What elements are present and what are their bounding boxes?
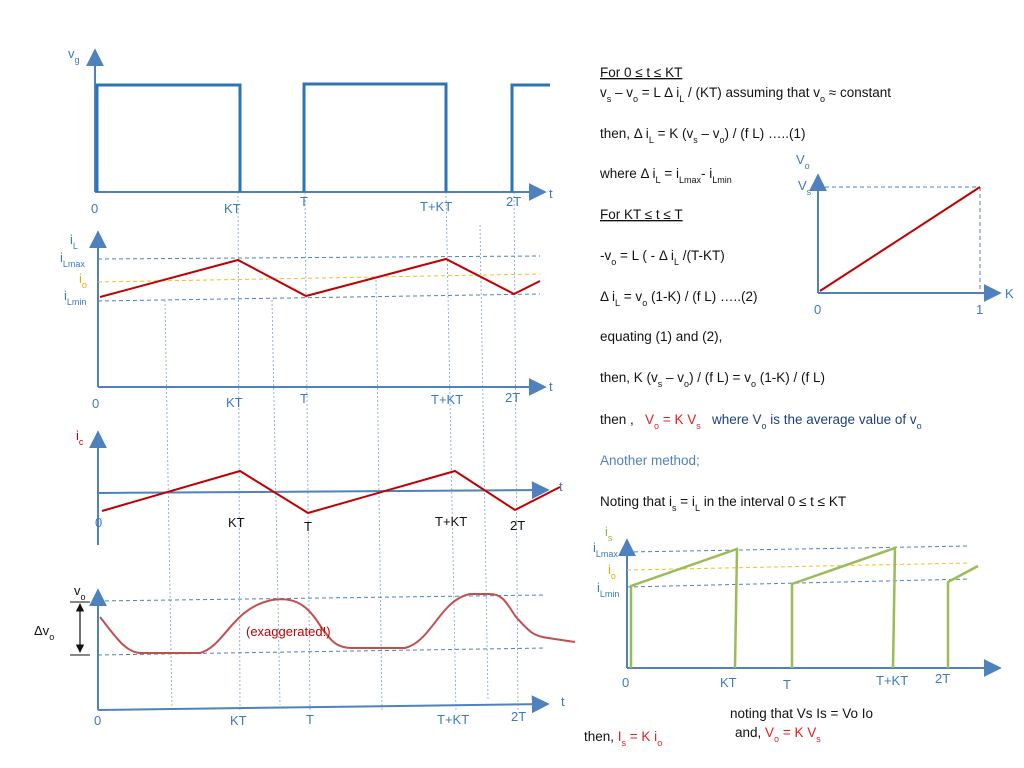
ic-waveform <box>101 469 561 515</box>
transfer-ylabel: Vo <box>796 152 810 171</box>
ic-tick-0: 0 <box>95 515 102 530</box>
vg-plot: vg t 0 KT T T+KT 2T <box>68 46 553 216</box>
heading-interval-2: For KT ≤ t ≤ T <box>600 207 683 222</box>
eq-line-3: where Δ iL = iLmax- iLmin <box>599 166 732 185</box>
vo-tick-kt: KT <box>230 713 247 728</box>
eq-line-6: equating (1) and (2), <box>600 329 722 344</box>
il-max-label: iLmax <box>60 250 85 269</box>
is-plot: is iLmax io iLmin 0 KT T T+KT 2T <box>593 524 1002 692</box>
vo-tick-t: T <box>306 712 314 727</box>
il-tick-kt: KT <box>226 395 243 410</box>
il-avg-line <box>97 273 541 283</box>
vo-plot: vo Δvo (exaggerated!) t 0 KT T T+KT 2T <box>34 583 576 728</box>
ic-tick-2t: 2T <box>510 518 525 533</box>
il-min-line <box>97 293 541 302</box>
il-plot: iL iLmax io iLmin t 0 KT T T+KT 2T <box>60 230 553 411</box>
ic-tick-kt: KT <box>228 515 245 530</box>
il-avg-label: io <box>79 271 87 290</box>
eq-line-9-another-method: Another method; <box>600 453 700 468</box>
ic-tick-t: T <box>304 519 312 534</box>
il-xlabel: t <box>549 379 553 394</box>
derivation-text: For 0 ≤ t ≤ KT vs – vo = L Δ iL / (KT) a… <box>584 65 922 748</box>
is-tick-t: T <box>783 677 791 692</box>
is-tick-tkt: T+KT <box>876 673 908 688</box>
transfer-x1: 1 <box>976 302 983 317</box>
vg-tick-kt: KT <box>224 201 241 216</box>
transfer-plot: Vo Vs K 0 1 <box>796 152 1014 317</box>
is-pulse-3 <box>946 564 979 668</box>
ic-x-axis <box>97 481 550 500</box>
il-min-label: iLmin <box>64 288 86 307</box>
is-tick-2t: 2T <box>935 671 950 686</box>
il-tick-0: 0 <box>92 396 99 411</box>
eq-line-1: vs – vo = L Δ iL / (KT) assuming that vo… <box>600 85 891 104</box>
is-tick-0: 0 <box>622 675 629 690</box>
vo-tick-tkt: T+KT <box>437 712 469 727</box>
vo-ripple-label: Δvo <box>34 623 54 642</box>
vo-exaggerated-note: (exaggerated!) <box>246 624 331 639</box>
eq-line-4: -vo = L ( - Δ iL /(T-KT) <box>600 248 725 267</box>
eq-line-8-result: then , Vo = K Vs where Vo is the average… <box>600 412 922 431</box>
il-max-line <box>97 255 541 260</box>
il-tick-t: T <box>300 391 308 406</box>
transfer-vs-label: Vs <box>798 178 812 197</box>
vo-waveform <box>99 593 576 654</box>
transfer-xlabel: K <box>1005 286 1014 301</box>
is-avg-line <box>626 562 971 571</box>
vo-max-line <box>97 594 546 602</box>
ic-ylabel: ic <box>76 428 84 447</box>
vo-min-line <box>97 647 546 656</box>
eq-line-10: Noting that is = iL in the interval 0 ≤ … <box>600 494 846 513</box>
vg-tick-2t: 2T <box>506 194 521 209</box>
il-waveform <box>99 257 541 298</box>
vg-pulse-1 <box>95 83 242 192</box>
is-max-label: iLmax <box>593 540 618 559</box>
vg-xlabel: t <box>549 186 553 201</box>
il-tick-2t: 2T <box>505 390 520 405</box>
transfer-x0: 0 <box>814 302 821 317</box>
vg-tick-t: T <box>300 194 308 209</box>
ic-tick-tkt: T+KT <box>435 514 467 529</box>
is-tick-kt: KT <box>720 675 737 690</box>
vg-pulse-2 <box>302 82 448 192</box>
time-guide-lines <box>164 191 519 711</box>
is-pulse-2 <box>790 546 897 669</box>
eq-line-13: and, Vo = K Vs <box>735 725 821 744</box>
vg-tick-tkt: T+KT <box>420 199 452 214</box>
eq-line-5: Δ iL = vo (1-K) / (f L) …..(2) <box>600 289 757 308</box>
vo-xlabel: t <box>561 694 565 709</box>
eq-line-12: then, Is = K io <box>584 729 662 748</box>
ic-xlabel: t <box>559 479 563 494</box>
is-avg-label: io <box>608 562 616 581</box>
is-ylabel: is <box>605 524 613 543</box>
vg-ylabel: vg <box>68 46 80 65</box>
vg-pulse-3 <box>510 83 550 192</box>
heading-interval-1: For 0 ≤ t ≤ KT <box>600 65 682 80</box>
eq-line-11: noting that Vs Is = Vo Io <box>730 706 873 721</box>
il-ylabel: iL <box>70 232 78 251</box>
vo-x-axis <box>97 695 550 714</box>
vo-tick-2t: 2T <box>511 709 526 724</box>
transfer-line <box>819 186 981 292</box>
il-tick-tkt: T+KT <box>431 392 463 407</box>
is-max-line <box>626 545 971 553</box>
vg-tick-0: 0 <box>91 201 98 216</box>
ic-plot: ic t 0 KT T T+KT 2T <box>76 428 563 545</box>
is-pulse-1 <box>629 547 739 669</box>
is-min-label: iLmin <box>597 580 619 599</box>
eq-line-2: then, Δ iL = K (vs – vo) / (f L) …..(1) <box>600 126 806 145</box>
vo-ylabel: vo <box>74 583 86 602</box>
eq-line-7: then, K (vs – vo) / (f L) = vo (1-K) / (… <box>600 370 825 389</box>
vo-tick-0: 0 <box>94 713 101 728</box>
